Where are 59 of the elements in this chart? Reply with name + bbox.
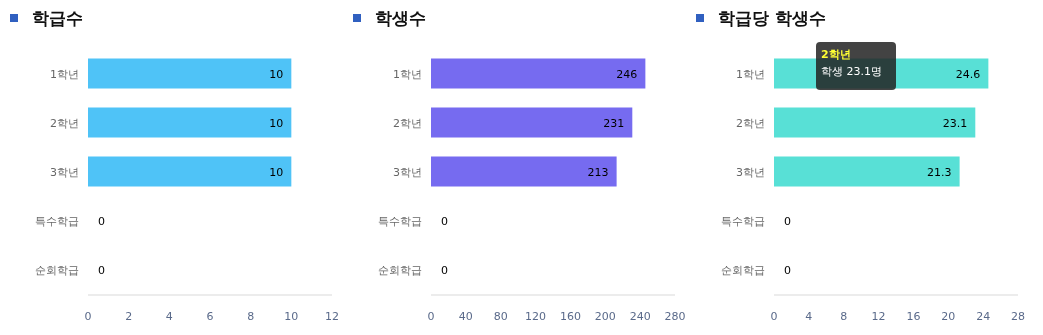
x-tick-label: 160: [559, 310, 581, 323]
x-tick-label: 28: [1011, 310, 1025, 323]
annotation: 2학년: [821, 48, 851, 61]
x-tick-label: 0: [427, 310, 435, 323]
data-label: 10: [269, 165, 284, 179]
x-tick-label: 4: [165, 310, 173, 323]
x-tick-label: 10: [284, 310, 299, 323]
data-label: 24.6: [955, 67, 981, 81]
chart-title: 학급수: [32, 8, 83, 28]
x-tick-label: 16: [906, 310, 921, 323]
y-tick-label: 3학년: [393, 165, 422, 179]
x-tick-label: 24: [976, 310, 991, 323]
y-tick-label: 3학년: [50, 165, 79, 179]
y-tick-label: 특수학급: [378, 214, 422, 228]
y-tick-label: 순회학급: [35, 263, 79, 277]
y-tick-label: 1학년: [736, 67, 765, 81]
data-label: 21.3: [927, 165, 952, 179]
x-tick-label: 120: [525, 310, 547, 323]
data-label: 231: [603, 116, 625, 130]
x-tick-label: 6: [206, 310, 214, 323]
y-tick-label: 1학년: [50, 67, 79, 81]
tooltip: 2학년 학생 23.1명: [816, 42, 896, 90]
annotation: 학생 23.1명: [821, 65, 882, 78]
x-tick-label: 2: [125, 310, 133, 323]
data-label: 0: [784, 263, 791, 277]
x-tick-label: 80: [493, 310, 508, 323]
y-tick-label: 순회학급: [721, 263, 765, 277]
x-tick-label: 0: [770, 310, 778, 323]
x-tick-label: 40: [458, 310, 473, 323]
data-label: 0: [441, 214, 448, 228]
data-label: 246: [616, 67, 638, 81]
y-tick-label: 2학년: [393, 116, 422, 130]
data-label: 10: [269, 116, 284, 130]
x-tick-label: 12: [325, 310, 339, 323]
x-tick-label: 8: [247, 310, 255, 323]
y-tick-label: 3학년: [736, 165, 765, 179]
data-label: 23.1: [942, 116, 968, 130]
data-label: 0: [98, 214, 105, 228]
y-tick-label: 2학년: [736, 116, 765, 130]
y-tick-label: 2학년: [50, 116, 79, 130]
data-label: 0: [441, 263, 448, 277]
chart-title: 학생수: [375, 8, 426, 28]
y-tick-label: 특수학급: [721, 214, 765, 228]
data-label: 0: [98, 263, 105, 277]
x-tick-label: 12: [871, 310, 886, 323]
x-tick-label: 0: [84, 310, 92, 323]
data-label: 0: [784, 214, 791, 228]
y-tick-label: 1학년: [393, 67, 422, 81]
y-tick-label: 순회학급: [378, 263, 422, 277]
data-label: 10: [269, 67, 284, 81]
x-tick-label: 8: [840, 310, 848, 323]
x-tick-label: 200: [594, 310, 616, 323]
data-label: 213: [587, 165, 609, 179]
chart-title: 학급당 학생수: [718, 8, 826, 28]
y-tick-label: 특수학급: [35, 214, 79, 228]
x-tick-label: 240: [629, 310, 651, 323]
x-tick-label: 4: [805, 310, 813, 323]
x-tick-label: 20: [941, 310, 956, 323]
x-tick-label: 280: [664, 310, 686, 323]
